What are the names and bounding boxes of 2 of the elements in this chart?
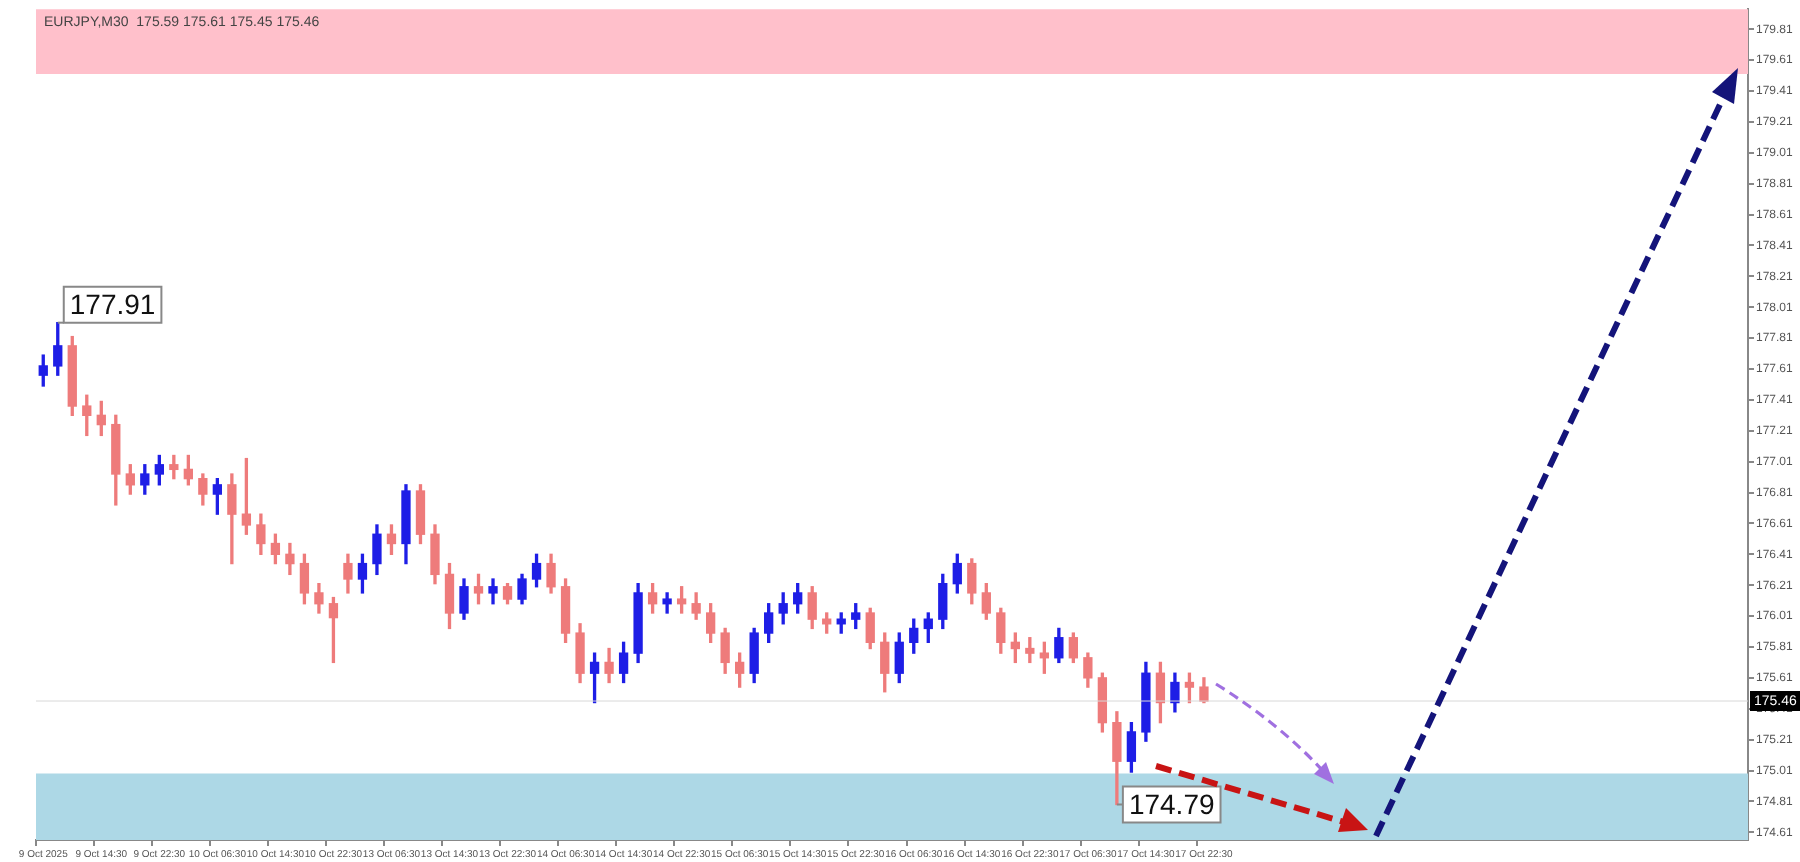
annotation: 174.79 [1128,788,1215,821]
annotation: 177.91 [69,288,156,321]
